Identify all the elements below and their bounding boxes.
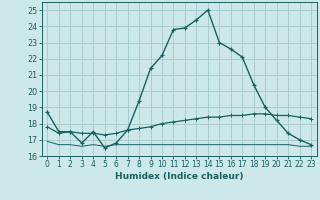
X-axis label: Humidex (Indice chaleur): Humidex (Indice chaleur): [115, 172, 244, 181]
